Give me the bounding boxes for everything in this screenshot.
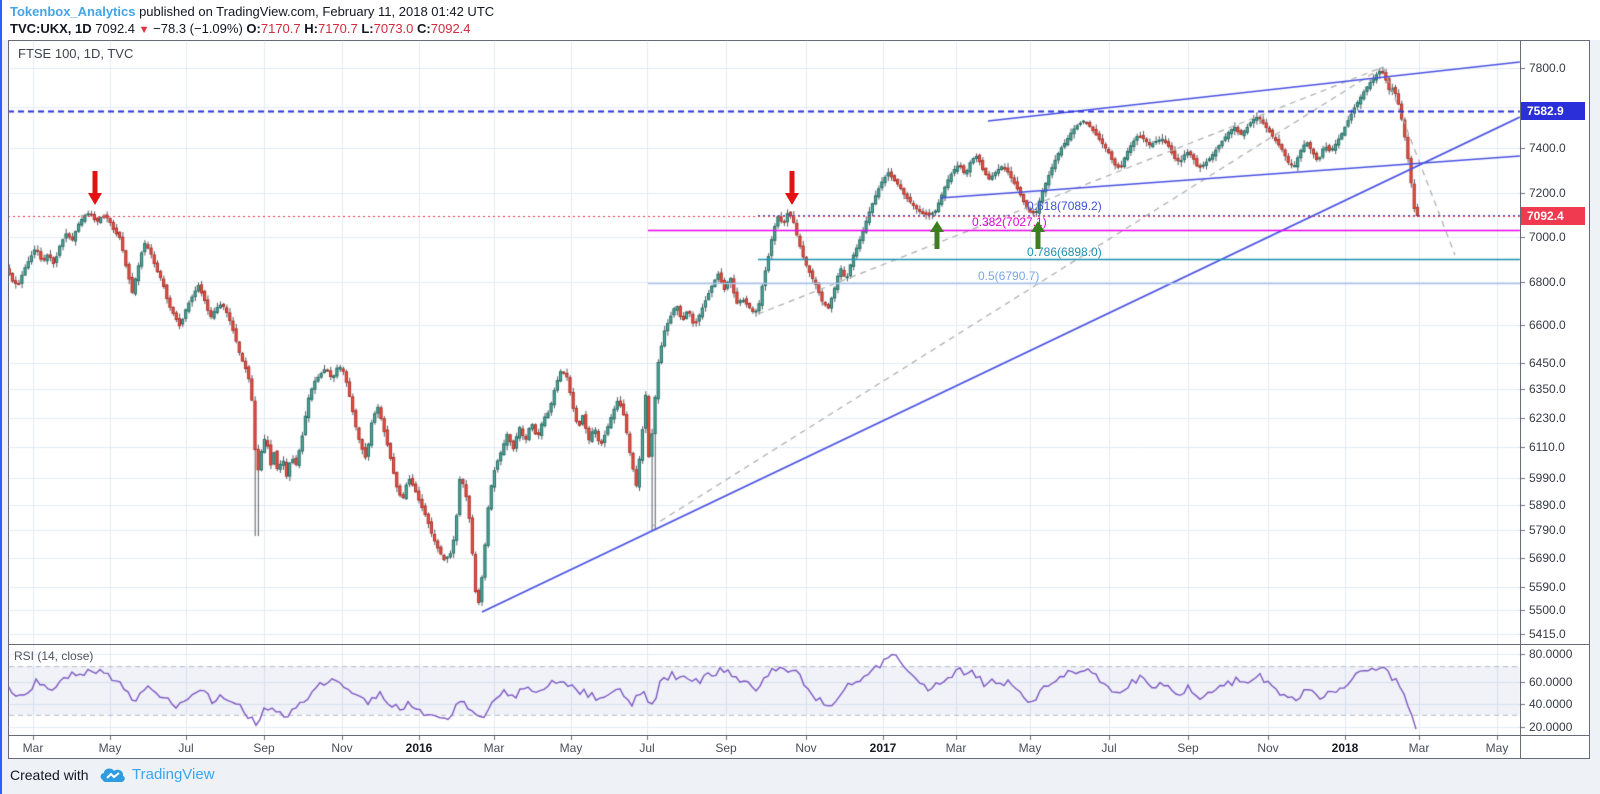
time-tick-label: Jul <box>178 741 194 755</box>
price-tick-label: 6350.0 <box>1529 382 1566 396</box>
time-tick-label: Sep <box>253 741 275 755</box>
tradingview-link[interactable]: TradingView <box>132 766 215 783</box>
price-tick-label: 6800.0 <box>1529 275 1566 289</box>
time-tick-label: Mar <box>1408 741 1430 755</box>
footer: Created with TradingView <box>0 759 1600 794</box>
pane-separator <box>8 644 1590 645</box>
low-label: L: <box>361 21 374 36</box>
time-tick-label: Nov <box>1257 741 1279 755</box>
price-tick-label: 5790.0 <box>1529 523 1566 537</box>
time-tick-label: Mar <box>22 741 44 755</box>
price-tick-label: 6450.0 <box>1529 356 1566 370</box>
time-tick-label: May <box>1485 741 1509 755</box>
price-tick-label: 6600.0 <box>1529 318 1566 332</box>
price-tick-label: 7800.0 <box>1529 61 1566 75</box>
created-with-text: Created with <box>10 767 89 783</box>
price-tick-label: 7000.0 <box>1529 230 1566 244</box>
close-label: C: <box>417 21 431 36</box>
time-tick-label: Sep <box>715 741 737 755</box>
arrow-down-marker-icon[interactable] <box>86 171 104 210</box>
publish-info: published on TradingView.com, February 1… <box>135 4 495 19</box>
publish-header: Tokenbox_Analytics published on TradingV… <box>0 0 1600 40</box>
time-axis-border <box>8 735 1590 736</box>
arrow-down-marker-icon[interactable] <box>783 171 801 210</box>
time-tick-label: Mar <box>483 741 505 755</box>
time-tick-label: Nov <box>795 741 817 755</box>
price-axis-border <box>1520 40 1521 759</box>
high-value: 7170.7 <box>317 21 358 36</box>
time-tick-label: Nov <box>331 741 353 755</box>
low-value: 7073.0 <box>373 21 414 36</box>
price-tick-label: 6110.0 <box>1529 440 1565 454</box>
time-tick-label: May <box>1018 741 1042 755</box>
time-tick-label: 2016 <box>405 741 433 755</box>
chart-legend[interactable]: FTSE 100, 1D, TVC <box>18 46 134 61</box>
symbol-label: TVC:UKX, 1D <box>10 21 92 36</box>
price-tick-label: 6230.0 <box>1529 411 1566 425</box>
open-value: 7170.7 <box>260 21 301 36</box>
publish-line: Tokenbox_Analytics published on TradingV… <box>10 4 494 19</box>
rsi-indicator-legend[interactable]: RSI (14, close) <box>14 649 94 663</box>
tradingview-logo-icon <box>100 768 125 782</box>
price-tick-label: 5690.0 <box>1529 551 1566 565</box>
price-tick-label: 5590.0 <box>1529 580 1566 594</box>
price-tick-label: 5990.0 <box>1529 471 1566 485</box>
price-badge: 7092.4 <box>1521 207 1585 225</box>
time-tick-label: 2017 <box>869 741 897 755</box>
time-tick-label: May <box>98 741 122 755</box>
price-tick-label: 5890.0 <box>1529 498 1566 512</box>
price-tick-label: 20.0000 <box>1529 720 1573 734</box>
time-tick-label: Jul <box>639 741 655 755</box>
time-tick-label: Mar <box>945 741 967 755</box>
price-axis[interactable]: 7800.0 7400.0 7200.0 7000.0 6800.0 6600.0 6450… <box>1520 40 1590 759</box>
last-price: 7092.4 <box>95 21 136 36</box>
time-tick-label: Jul <box>1101 741 1117 755</box>
time-tick-label: May <box>559 741 583 755</box>
price-tick-label: 60.0000 <box>1529 675 1573 689</box>
fib-level-label[interactable]: 0.382(7027.1) <box>972 215 1047 229</box>
down-triangle-icon: ▼ <box>138 24 150 36</box>
time-tick-label: Sep <box>1177 741 1199 755</box>
price-tick-label: 5415.0 <box>1529 627 1566 641</box>
open-label: O: <box>246 21 261 36</box>
symbol-line: TVC:UKX, 1D 7092.4 ▼ −78.3 (−1.09%) O:71… <box>10 21 471 36</box>
high-label: H: <box>304 21 318 36</box>
time-axis[interactable]: Mar May Jul Sep Nov 2016 Mar May Jul Sep Nov 2017 Ma… <box>8 735 1520 759</box>
price-tick-label: 7200.0 <box>1529 186 1566 200</box>
fib-level-label[interactable]: 0.786(6898.0) <box>1027 245 1102 259</box>
price-badge: 7582.9 <box>1521 102 1585 120</box>
arrow-up-marker-icon[interactable] <box>928 221 946 254</box>
price-tick-label: 5500.0 <box>1529 603 1566 617</box>
time-tick-label: 2018 <box>1331 741 1359 755</box>
price-tick-label: 80.0000 <box>1529 647 1573 661</box>
price-tick-label: 7400.0 <box>1529 141 1566 155</box>
left-border-accent <box>0 0 2 794</box>
close-value: 7092.4 <box>430 21 471 36</box>
price-tick-label: 40.0000 <box>1529 697 1573 711</box>
arrow-up-marker-icon[interactable] <box>1029 221 1047 254</box>
price-change: −78.3 (−1.09%) <box>153 21 243 36</box>
author-name: Tokenbox_Analytics <box>10 4 136 19</box>
fib-level-label[interactable]: 0.618(7089.2) <box>1027 199 1102 213</box>
fib-level-label[interactable]: 0.5(6790.7) <box>978 269 1040 283</box>
